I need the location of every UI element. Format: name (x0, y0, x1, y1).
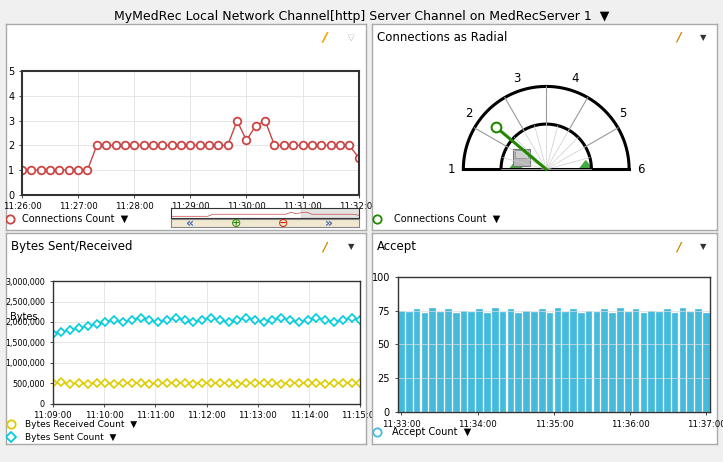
Bar (586, 310, 592, 412)
Text: ▼: ▼ (348, 33, 354, 42)
Polygon shape (579, 161, 592, 169)
Bar (649, 310, 655, 412)
Text: 1: 1 (448, 163, 455, 176)
Bar (688, 312, 694, 412)
Bar (422, 313, 428, 412)
Text: Connections: Connections (11, 31, 93, 44)
Bar (500, 312, 506, 412)
Text: 5: 5 (620, 107, 627, 120)
Bar (531, 312, 538, 412)
Text: /: / (676, 31, 680, 44)
Text: Connections Count  ▼: Connections Count ▼ (395, 213, 501, 224)
Text: 2: 2 (466, 107, 473, 120)
Bar (476, 310, 483, 412)
Text: ▼: ▼ (348, 242, 354, 251)
Bar (461, 310, 467, 412)
Bar (453, 313, 460, 412)
Bar (633, 310, 639, 412)
Bar (609, 313, 616, 412)
Text: /: / (676, 240, 680, 253)
Text: Accept: Accept (377, 240, 416, 253)
Bar (492, 308, 499, 412)
Bar (703, 313, 710, 412)
Bar (562, 312, 569, 412)
Text: ⊕: ⊕ (231, 217, 241, 230)
Bar (398, 310, 405, 412)
Bar (406, 312, 413, 412)
Text: 4: 4 (572, 73, 579, 85)
Bar (641, 313, 647, 412)
Bar (555, 308, 561, 412)
Bar (437, 312, 444, 412)
Bar (515, 150, 529, 158)
Bar (523, 310, 530, 412)
Text: Bytes Sent Count  ▼: Bytes Sent Count ▼ (25, 433, 116, 442)
Text: 6: 6 (638, 163, 645, 176)
Text: «: « (187, 217, 194, 230)
Text: MyMedRec Local Network Channel[http] Server Channel on MedRecServer 1  ▼: MyMedRec Local Network Channel[http] Ser… (114, 10, 609, 23)
Text: Accept Count  ▼: Accept Count ▼ (393, 427, 471, 438)
Bar (515, 313, 522, 412)
Bar (680, 308, 686, 412)
Bar (301, 208, 359, 219)
Text: ⊖: ⊖ (278, 217, 288, 230)
Text: 3: 3 (513, 73, 521, 85)
Bar (570, 310, 577, 412)
Bar (664, 310, 671, 412)
Bar (602, 310, 608, 412)
Text: ▼: ▼ (700, 33, 706, 42)
Bar (696, 310, 702, 412)
Text: Bytes: Bytes (10, 312, 38, 322)
Text: /: / (322, 240, 328, 253)
Bar (594, 312, 600, 412)
Bar (672, 313, 678, 412)
Bar (469, 312, 475, 412)
Text: Connections: Connections (11, 31, 93, 44)
Polygon shape (510, 161, 523, 169)
Text: »: » (325, 217, 333, 230)
Text: Bytes Sent/Received: Bytes Sent/Received (11, 240, 133, 253)
Bar (617, 308, 624, 412)
Bar (484, 313, 491, 412)
Text: /: / (322, 31, 328, 44)
Bar (445, 310, 452, 412)
Bar (578, 313, 585, 412)
Bar (429, 308, 436, 412)
Text: /: / (322, 31, 328, 44)
Text: ▼: ▼ (700, 242, 706, 251)
Text: Connections as Radial: Connections as Radial (377, 31, 507, 44)
Bar (539, 310, 546, 412)
Text: ▼: ▼ (348, 33, 354, 42)
Bar (513, 149, 530, 165)
Bar (656, 312, 663, 412)
Bar (625, 312, 631, 412)
Bar (414, 310, 420, 412)
Bar (547, 313, 553, 412)
Text: Connections Count  ▼: Connections Count ▼ (22, 213, 128, 224)
Text: Bytes Received Count  ▼: Bytes Received Count ▼ (25, 420, 137, 429)
Bar (508, 310, 514, 412)
